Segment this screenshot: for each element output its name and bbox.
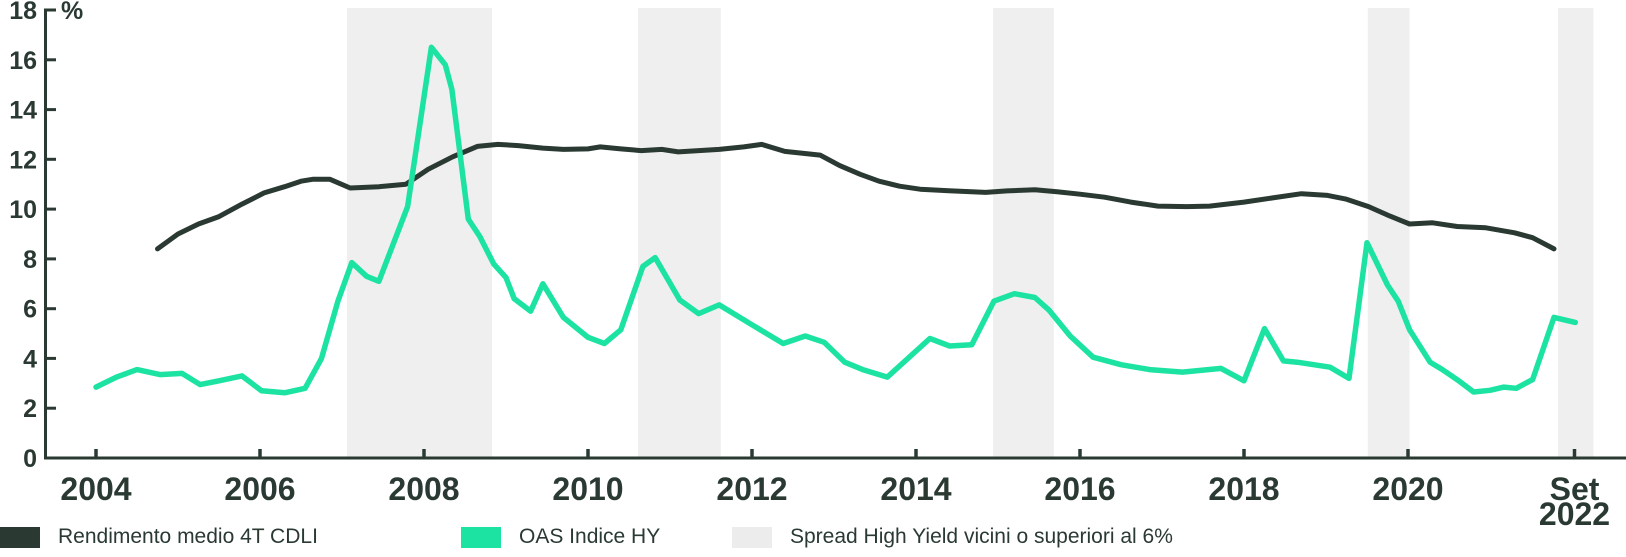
legend-item-spread: Spread High Yield vicini o superiori al … xyxy=(732,525,1173,549)
x-tick-label: 2018 xyxy=(1208,471,1279,507)
y-tick-label: 0 xyxy=(23,445,37,473)
shaded-band xyxy=(1367,8,1410,457)
y-tick-label: 12 xyxy=(9,146,37,174)
y-tick-label: 4 xyxy=(23,345,37,373)
x-tick-label: 2012 xyxy=(716,471,787,507)
legend-label-rendimento: Rendimento medio 4T CDLI xyxy=(58,525,318,548)
series-line-rendimento-medio-4t-cdli xyxy=(155,141,1557,252)
legend-item-rendimento: Rendimento medio 4T CDLI xyxy=(0,525,318,549)
y-tick-label: 2 xyxy=(23,395,37,423)
y-tick-label: 8 xyxy=(23,246,37,274)
legend-label-spread: Spread High Yield vicini o superiori al … xyxy=(790,525,1173,548)
x-tick-label: 2006 xyxy=(224,471,295,507)
series-line-oas-indice-hy xyxy=(93,44,1579,396)
legend-swatch-rendimento xyxy=(0,526,40,548)
shaded-band xyxy=(993,8,1054,457)
x-tick-label: Set xyxy=(1550,471,1600,507)
x-tick-label: 2014 xyxy=(880,471,951,507)
x-tick-label: 2016 xyxy=(1044,471,1115,507)
legend-label-oas: OAS Indice HY xyxy=(519,525,661,548)
legend-swatch-oas xyxy=(461,526,501,548)
x-tick-label: 2008 xyxy=(388,471,459,507)
y-tick-label: 16 xyxy=(9,47,37,75)
x-tick-label: 2022 xyxy=(1539,496,1610,532)
y-tick-label: 10 xyxy=(9,196,37,224)
shaded-band xyxy=(1558,8,1594,457)
x-tick-label: 2004 xyxy=(60,471,131,507)
legend-swatch-spread xyxy=(732,526,772,548)
x-tick-label: 2020 xyxy=(1372,471,1443,507)
x-tick-label: 2010 xyxy=(552,471,623,507)
y-tick-label: 6 xyxy=(23,296,37,324)
y-tick-label: 18 xyxy=(9,0,37,25)
shaded-band xyxy=(638,8,721,457)
y-tick-label: 14 xyxy=(9,97,37,125)
legend-item-oas: OAS Indice HY xyxy=(461,525,660,549)
shaded-band xyxy=(346,8,492,457)
y-axis-unit-label: % xyxy=(61,0,84,25)
